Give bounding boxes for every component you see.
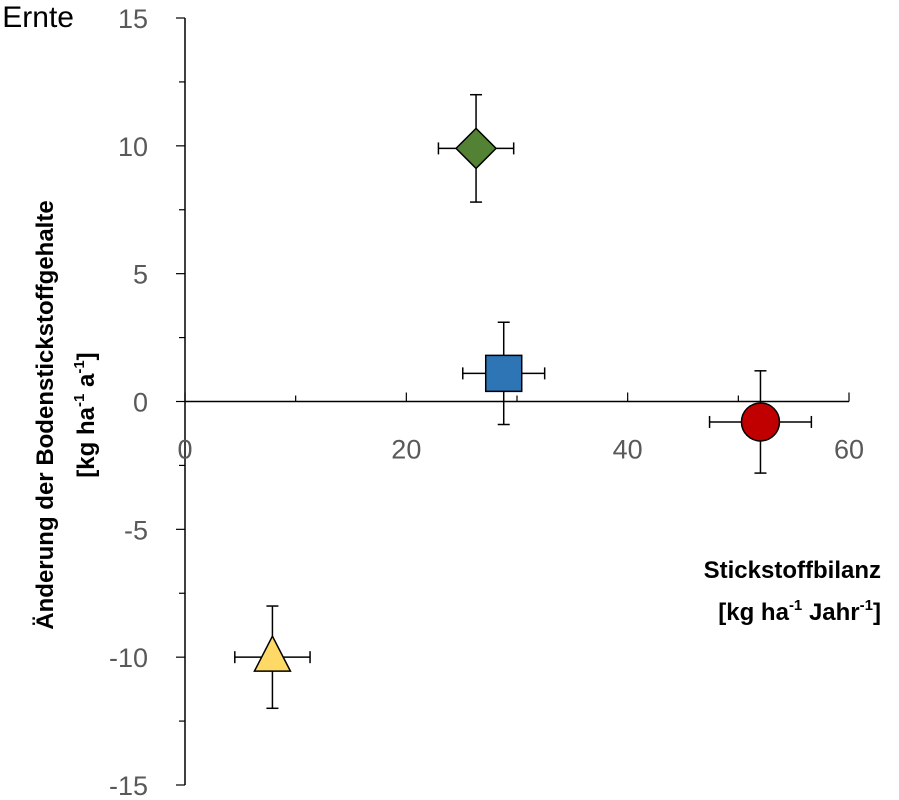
x-tick-label: 60 xyxy=(834,435,864,465)
y-axis-title: Änderung der Bodenstickstoffgehalte xyxy=(32,200,59,629)
y-unit-part: [kg ha xyxy=(73,406,100,477)
x-unit-part: [kg ha xyxy=(718,599,789,626)
data-points xyxy=(234,93,813,710)
x-tick-label: 20 xyxy=(391,435,421,465)
x-tick-label: 40 xyxy=(613,435,643,465)
data-point-circle xyxy=(740,402,781,442)
y-unit-sup: -1 xyxy=(71,394,88,407)
y-unit-sup: -1 xyxy=(71,360,88,373)
chart-title: Ernte xyxy=(2,1,74,34)
y-tick-label: -15 xyxy=(109,771,148,800)
x-unit-part: Jahr xyxy=(802,599,859,626)
x-unit-sup: -1 xyxy=(860,597,873,614)
y-tick-label: -5 xyxy=(124,515,148,545)
tick-labels: -15 -10 -5 0 5 10 15 0 20 40 60 xyxy=(109,4,864,800)
axes xyxy=(176,17,850,786)
y-tick-label: 5 xyxy=(133,260,148,290)
x-unit-sup: -1 xyxy=(789,597,802,614)
y-tick-label: 10 xyxy=(118,132,148,162)
y-unit-part: ] xyxy=(73,352,100,360)
y-tick-label: 0 xyxy=(133,388,148,418)
y-axis-unit: [kg ha-1 a-1] xyxy=(71,352,100,477)
y-unit-part: a xyxy=(73,373,100,394)
x-axis-title: Stickstoffbilanz xyxy=(704,557,881,584)
x-tick-label: 0 xyxy=(177,435,192,465)
x-unit-part: ] xyxy=(873,599,881,626)
data-point-diamond xyxy=(454,127,498,170)
data-point-triangle xyxy=(253,634,292,672)
x-axis-unit: [kg ha-1 Jahr-1] xyxy=(718,597,881,626)
data-point-square xyxy=(484,354,523,393)
y-tick-label: -10 xyxy=(109,643,148,673)
y-tick-label: 15 xyxy=(118,4,148,34)
